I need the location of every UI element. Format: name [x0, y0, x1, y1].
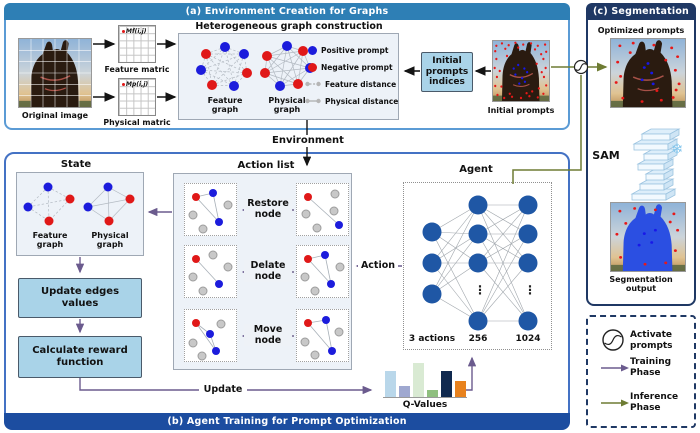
action-panel-restore-before — [296, 183, 349, 236]
action-panel-move-before — [296, 309, 349, 362]
legend-activate-prompts-label: Activate prompts — [630, 330, 673, 351]
legend-label: Feature distance — [325, 79, 397, 89]
agent-ellipsis-output-layer: ⋮ — [524, 283, 536, 297]
panel-a-header: (a) Environment Creation for Graphs — [4, 3, 570, 20]
feature-distance-edge-icon — [305, 81, 321, 87]
initial-prompts-image — [492, 40, 550, 102]
original-image-label: Original image — [21, 111, 89, 120]
agent-network — [422, 195, 538, 331]
original-image — [18, 38, 92, 108]
state-feature-graph-label: Feature graph — [32, 231, 68, 250]
physical-matrix: Mp(i,j) — [118, 78, 156, 116]
legend-feature-distance: Feature distance — [305, 78, 396, 90]
legend-activate-prompts — [600, 327, 626, 353]
delate-node-label: Delate node — [244, 260, 292, 283]
update-edges-box: Update edges values — [18, 278, 142, 318]
legend-training-phase — [600, 363, 630, 373]
qvalue-bar-5 — [441, 371, 452, 397]
initial-prompts-indices-box: Initial prompts indices — [421, 52, 473, 92]
segmentation-output-image — [610, 202, 686, 272]
legend-label: Physical distance — [325, 96, 399, 106]
action-arrow-label: Action — [358, 260, 398, 272]
agent-layer-label-actions: 3 actions — [408, 334, 456, 344]
inference-arrow-icon — [601, 399, 629, 407]
physical-graph-label: Physical graph — [268, 96, 306, 115]
legend-label: Positive prompt — [321, 45, 389, 55]
frozen-snowflake-icon: ❄ — [671, 140, 684, 158]
training-arrow-icon — [601, 364, 629, 372]
action-panel-delate-after — [184, 245, 237, 298]
activate-prompts-icon — [602, 329, 624, 351]
panel-b-banner: (b) Agent Training for Prompt Optimizati… — [4, 413, 570, 430]
state-physical-graph-label: Physical graph — [91, 231, 129, 250]
agent-title: Agent — [459, 164, 493, 175]
action-panel-restore-after — [184, 183, 237, 236]
agent-ellipsis-hidden-layer: ⋮ — [474, 283, 486, 297]
optimized-prompts-label: Optimized prompts — [597, 26, 685, 35]
qvalue-bar-2 — [399, 386, 410, 397]
legend-inference-phase — [600, 398, 630, 408]
qvalue-bar-3 — [413, 363, 424, 397]
initial-prompts-label: Initial prompts — [487, 106, 555, 115]
state-physical-graph — [83, 182, 135, 226]
legend-inference-phase-label: Inference Phase — [630, 392, 679, 413]
state-title: State — [60, 159, 92, 170]
legend-negative-prompt: Negative prompt — [308, 61, 393, 73]
state-feature-graph — [23, 182, 75, 226]
state-box — [16, 172, 144, 256]
physical-matrix-label: Physical matric — [103, 118, 171, 127]
feature-matrix: Mf(i,j) — [118, 25, 156, 63]
matrix-red-dot — [122, 30, 125, 33]
panel-c-header: (c) Segmentation — [586, 3, 696, 20]
agent-layer-label-256: 256 — [468, 334, 488, 344]
sam-model-icon — [630, 128, 681, 201]
segmentation-output-label: Segmentation output — [609, 275, 673, 294]
sam-label: SAM — [592, 149, 620, 162]
physical-matrix-cell: Mp(i,j) — [122, 81, 148, 88]
legend-positive-prompt: Positive prompt — [308, 44, 388, 56]
calculate-reward-box: Calculate reward function — [18, 336, 142, 378]
action-panel-delate-before — [296, 245, 349, 298]
physical-distance-edge-icon — [305, 98, 321, 104]
feature-matrix-label: Feature matric — [104, 65, 170, 74]
feature-graph — [196, 42, 252, 91]
move-node-label: Move node — [244, 324, 292, 347]
feature-graph-label: Feature graph — [207, 96, 243, 115]
optimized-prompts-image — [610, 38, 686, 108]
legend-training-phase-label: Training Phase — [630, 357, 672, 378]
action-list-title: Action list — [237, 160, 295, 171]
environment-label: Environment — [272, 135, 344, 147]
qvalues-bar-chart — [383, 362, 467, 398]
restore-node-label: Restore node — [244, 198, 292, 221]
action-panel-move-after — [184, 309, 237, 362]
positive-prompt-dot — [308, 45, 317, 55]
qvalue-bar-4 — [427, 390, 438, 397]
update-arrow-label: Update — [199, 384, 247, 396]
qvalue-bar-1 — [385, 371, 396, 397]
legend-physical-distance: Physical distance — [305, 95, 398, 107]
agent-layer-label-1024: 1024 — [515, 334, 541, 344]
qvalues-label: Q-Values — [402, 400, 448, 410]
legend-label: Negative prompt — [321, 62, 393, 72]
negative-prompt-dot — [308, 62, 317, 72]
feature-matrix-cell: Mf(i,j) — [122, 28, 146, 35]
qvalue-bar-6 — [455, 381, 466, 397]
hetero-graph-title: Heterogeneous graph construction — [195, 20, 383, 32]
matrix-red-dot — [122, 83, 125, 86]
